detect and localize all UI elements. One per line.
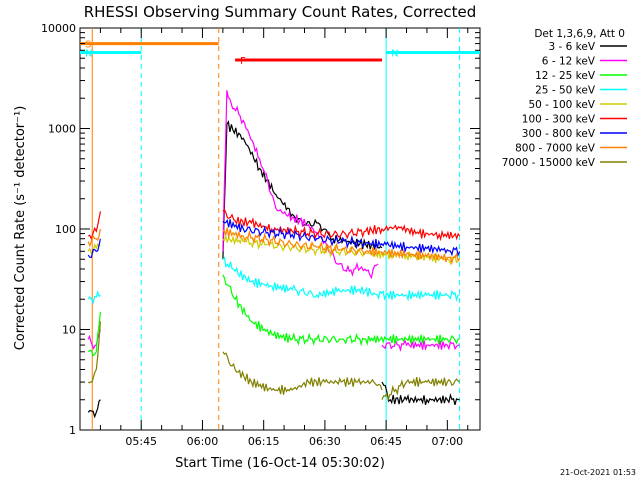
status-bar-label: N (85, 49, 92, 60)
series-line (381, 381, 460, 405)
series-lines (87, 90, 461, 419)
x-tick-label: 06:30 (309, 435, 341, 448)
series-line (87, 321, 101, 384)
series-line (222, 351, 383, 395)
timestamp-footer: 21-Oct-2021 01:53 (560, 468, 636, 477)
legend-label: 12 - 25 keV (535, 70, 596, 82)
series-line (381, 338, 460, 353)
series-line (87, 311, 101, 357)
legend-label: 100 - 300 keV (522, 114, 596, 126)
status-bar-label: N (391, 49, 398, 60)
series-line (87, 211, 101, 241)
x-tick-label: 06:45 (370, 435, 402, 448)
legend-label: 6 - 12 keV (542, 56, 596, 68)
series-line (222, 227, 461, 265)
y-tick-label: 100 (55, 223, 76, 236)
y-tick-label: 1000 (48, 123, 76, 136)
status-bar-label: S (85, 40, 91, 51)
series-line (222, 208, 461, 242)
legend: 3 - 6 keV 6 - 12 keV 12 - 25 keV 25 - 50 ke… (502, 41, 627, 169)
legend-label: 300 - 800 keV (522, 128, 596, 140)
series-line (87, 238, 101, 259)
y-tick-label: 10000 (41, 22, 76, 35)
series-line (222, 120, 383, 260)
legend-label: 25 - 50 keV (535, 85, 596, 97)
series-4 (87, 233, 461, 266)
x-tick-label: 05:45 (125, 435, 157, 448)
series-5 (87, 208, 461, 242)
series-0 (87, 120, 460, 419)
status-bar-label: F (240, 56, 246, 67)
x-tick-label: 07:00 (431, 435, 463, 448)
series-8 (87, 321, 460, 402)
series-line (222, 256, 460, 303)
legend-label: 50 - 100 keV (528, 99, 595, 111)
x-axis-label: Start Time (16-Oct-14 05:30:02) (175, 456, 385, 471)
status-annotations: SN NF (80, 28, 480, 430)
y-tick-label: 10 (62, 324, 76, 337)
series-3 (87, 256, 460, 305)
series-line (222, 90, 379, 280)
series-2 (87, 274, 460, 357)
legend-header: Det 1,3,6,9, Att 0 (534, 28, 625, 40)
series-1 (87, 90, 460, 353)
series-line (87, 228, 101, 248)
y-axis-label: Corrected Count Rate (s⁻¹ detector⁻¹) (13, 106, 28, 351)
series-line (87, 290, 101, 305)
x-tick-label: 06:00 (187, 435, 219, 448)
legend-label: 7000 - 15000 keV (502, 157, 596, 169)
y-tick-label: 1 (69, 424, 76, 437)
series-6 (87, 218, 461, 259)
legend-label: 800 - 7000 keV (515, 143, 596, 155)
series-line (381, 376, 460, 402)
series-line (222, 218, 461, 258)
series-line (87, 329, 101, 350)
x-tick-label: 06:15 (248, 435, 280, 448)
legend-label: 3 - 6 keV (548, 41, 595, 53)
axis-ticks: 1 10 100 1000 10000 05:45 06:00 06:15 06:30 06:45… (41, 22, 480, 448)
chart-title: RHESSI Observing Summary Count Rates, Co… (84, 3, 477, 21)
series-line (87, 399, 101, 419)
series-7 (87, 227, 461, 265)
series-line (222, 274, 460, 347)
